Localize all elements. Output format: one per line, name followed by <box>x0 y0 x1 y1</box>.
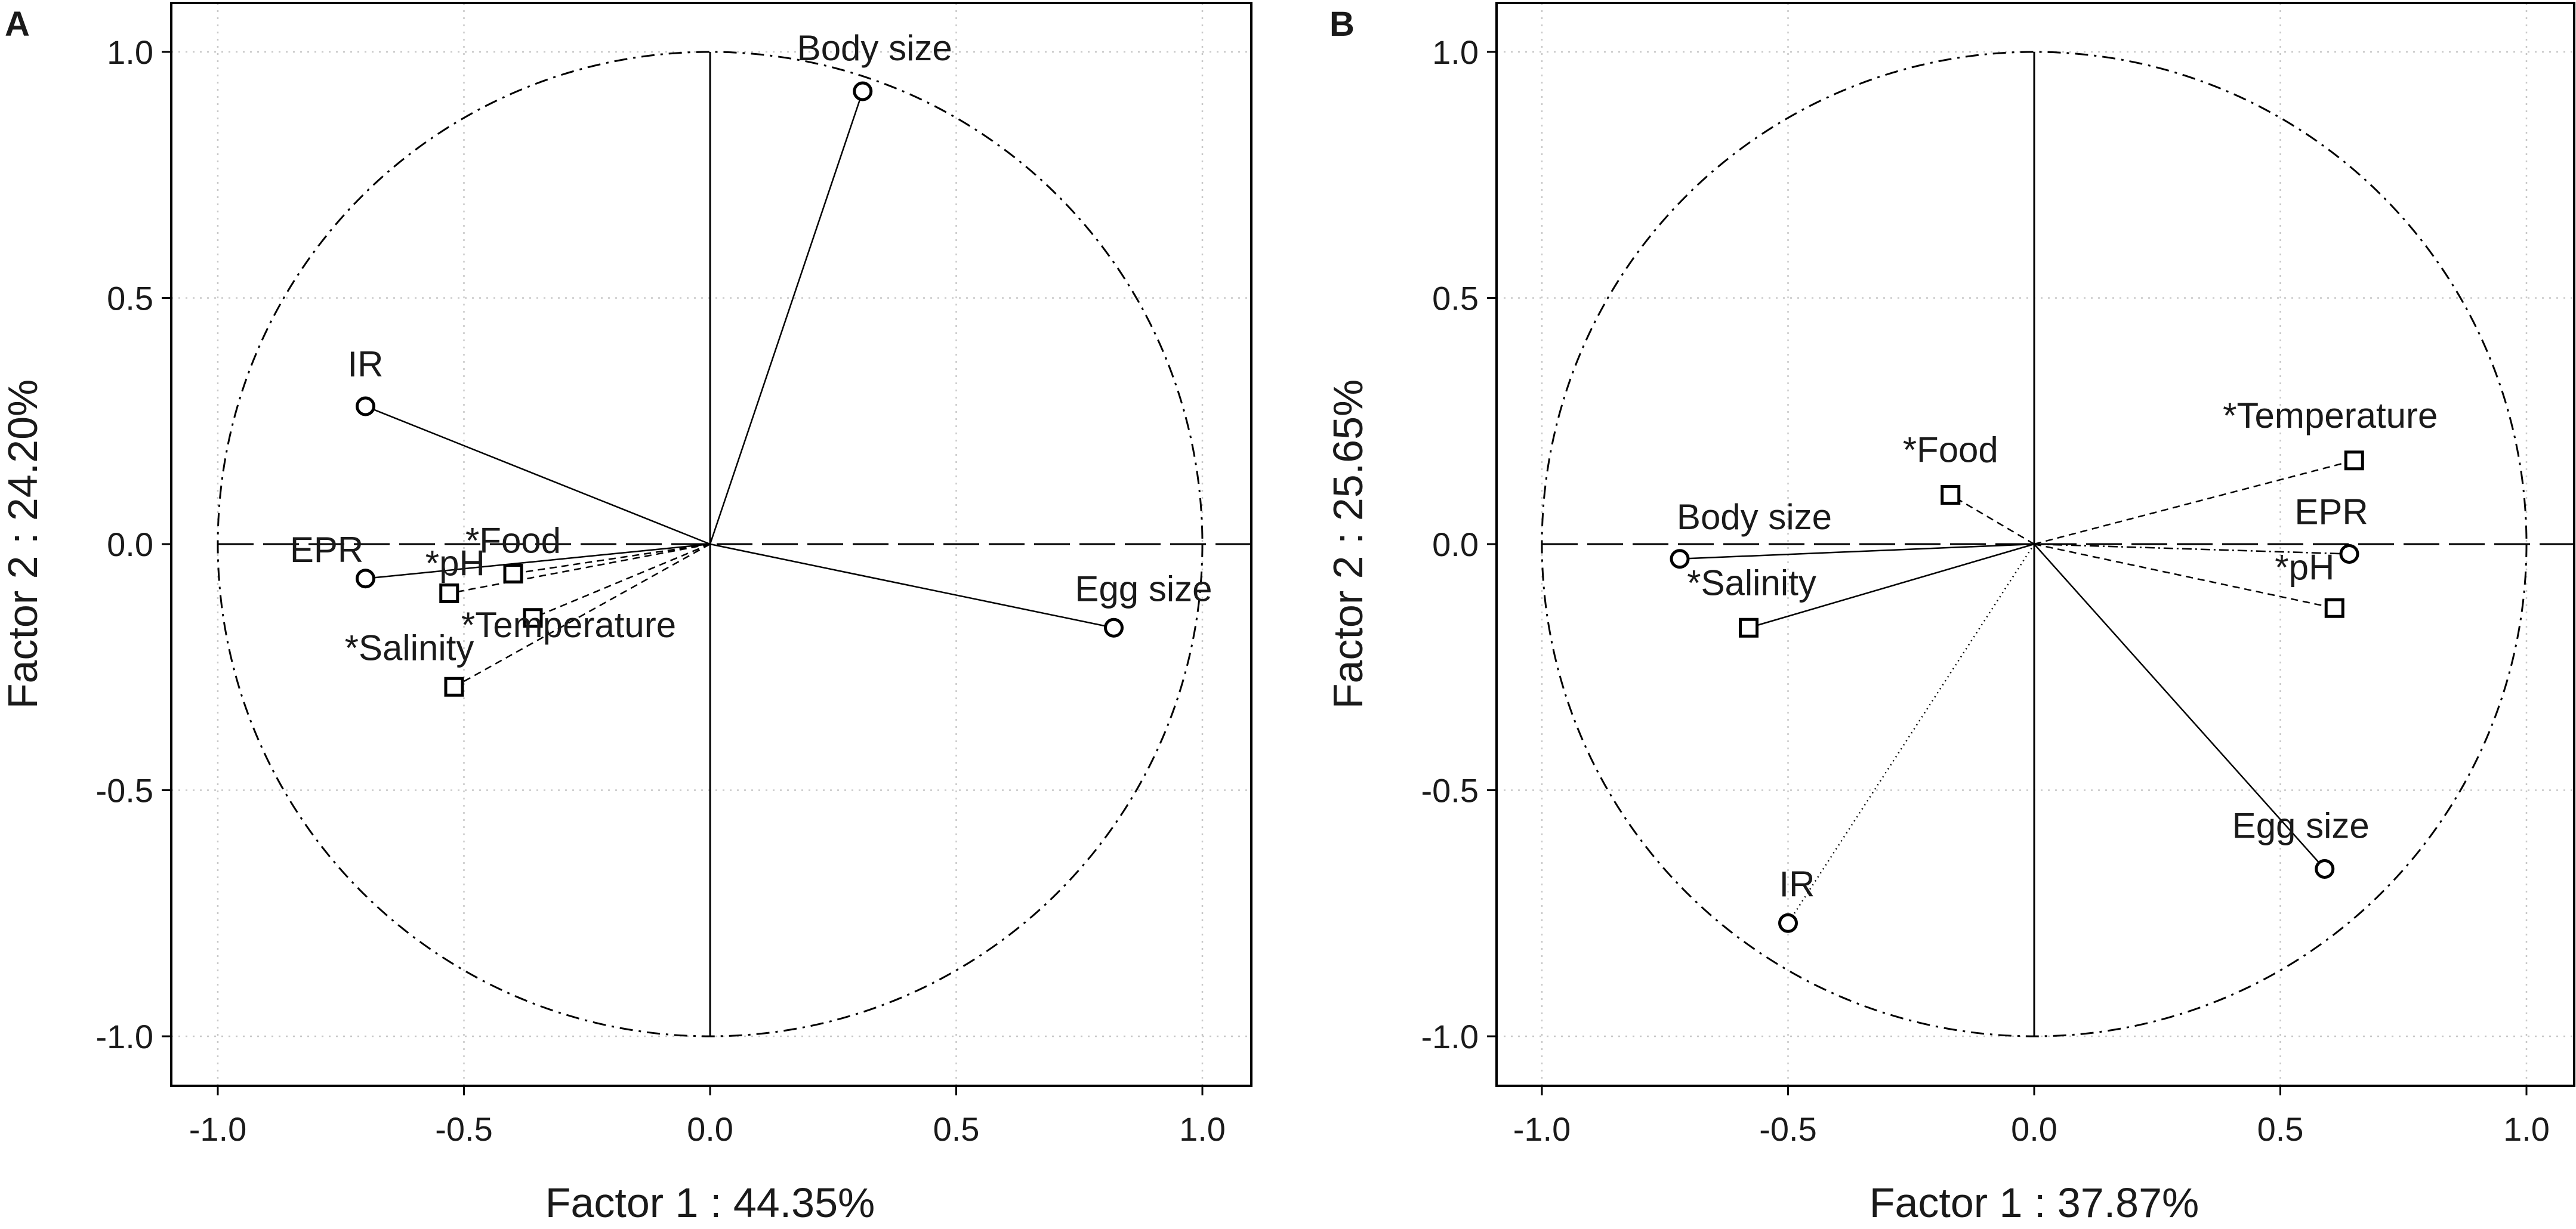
panel-b-y-tick-label: 0.0 <box>1432 526 1479 563</box>
panel-b-marker-epr <box>2339 544 2359 564</box>
panel-a-label-ph: *pH <box>425 544 485 583</box>
panel-a-vector-ir <box>365 405 711 545</box>
panel-b-letter: B <box>1329 5 1355 44</box>
panel-b-x-tick-label: 1.0 <box>2503 1110 2550 1148</box>
panel-a-label-epr: EPR <box>290 530 363 570</box>
panel-b-vector-temperature <box>2034 459 2355 545</box>
panel-b-vector-ph <box>2034 543 2335 609</box>
panel-a-marker-epr <box>356 569 375 589</box>
panel-b-x-tick-label: -0.5 <box>1759 1110 1817 1148</box>
panel-a-label-ir: IR <box>348 344 384 384</box>
panel-b-y-tick-label: -1.0 <box>1421 1018 1479 1055</box>
panel-a-vector-body-size <box>709 91 863 545</box>
panel-b-vector-egg-size <box>2034 544 2325 870</box>
panel-b-label-body-size: Body size <box>1677 497 1832 537</box>
panel-b-vector-body-size <box>1679 543 2035 560</box>
panel-b-marker-body-size <box>1670 549 1690 569</box>
panel-b-label-epr: EPR <box>2294 492 2368 532</box>
panel-a-letter: A <box>5 5 30 44</box>
panel-a-vector-epr <box>365 543 711 579</box>
panel-b-marker-temperature <box>2344 450 2364 471</box>
panel-a-marker-ph <box>439 583 459 603</box>
panel-a-y-axis-title: Factor 2 : 24.20% <box>0 379 46 709</box>
panel-a-marker-temperature <box>523 608 543 628</box>
panel-b-label-temperature: *Temperature <box>2223 396 2438 436</box>
panel-a-y-tick-label: -1.0 <box>96 1018 154 1055</box>
panel-a-marker-salinity <box>444 677 464 697</box>
panel-a-marker-egg-size <box>1104 617 1124 638</box>
panel-a-y-tick-label: 1.0 <box>107 33 153 71</box>
panel-a-y-tick-label: -0.5 <box>96 772 154 810</box>
panel-b-marker-ph <box>2324 598 2344 618</box>
panel-a-vector-ph <box>449 543 711 594</box>
panel-b-label-ir: IR <box>1779 864 1815 904</box>
panel-a-y-tick-label: 0.5 <box>107 280 153 317</box>
panel-a-marker-ir <box>356 396 375 416</box>
panel-b-label-salinity: *Salinity <box>1687 563 1816 603</box>
panel-b-marker-ir <box>1778 913 1798 933</box>
panel-b-y-axis-title: Factor 2 : 25.65% <box>1325 379 1371 709</box>
panel-a-y-tick-label: 0.0 <box>107 526 153 563</box>
panel-a-vector-salinity <box>454 543 711 688</box>
panel-b-x-tick-label: 0.5 <box>2257 1110 2304 1148</box>
panel-b-y-tick-label: -0.5 <box>1421 772 1479 810</box>
panel-b-vector-ir <box>1787 544 2035 924</box>
panel-b-marker-egg-size <box>2315 859 2335 879</box>
panel-b-x-tick-label: -1.0 <box>1513 1110 1571 1148</box>
panel-a-label-egg-size: Egg size <box>1075 569 1212 609</box>
panel-b-label-egg-size: Egg size <box>2232 806 2370 846</box>
panel-b-x-tick-label: 0.0 <box>2011 1110 2057 1148</box>
panel-a-x-tick-label: -0.5 <box>435 1110 493 1148</box>
panel-a-marker-body-size <box>853 81 873 101</box>
panel-b-vector-epr <box>2034 543 2350 555</box>
panel-a-vector-egg-size <box>709 543 1114 629</box>
panel-a-label-food: *Food <box>465 521 561 561</box>
panel-a-label-salinity: *Salinity <box>345 628 474 668</box>
panel-a-vector-food <box>513 543 711 575</box>
panel-a-label-body-size: Body size <box>797 28 952 68</box>
panel-b-label-ph: *pH <box>2275 547 2334 587</box>
panel-a-x-tick-label: 1.0 <box>1179 1110 1226 1148</box>
panel-b-y-tick-label: 1.0 <box>1432 33 1479 71</box>
panel-a-x-tick-label: -1.0 <box>189 1110 247 1148</box>
panel-b-label-food: *Food <box>1903 430 1998 470</box>
panel-b-vector-food <box>1950 494 2035 545</box>
panel-b: B *Temperature *Food Body size EPR *pH *Salin… <box>1325 2 2575 1226</box>
panel-b-y-tick-label: 0.5 <box>1432 280 1479 317</box>
panel-a-vector-temperature <box>532 543 711 619</box>
panel-a-x-tick-label: 0.5 <box>933 1110 980 1148</box>
panel-b-x-axis-title: Factor 1 : 37.87% <box>1869 1179 2199 1226</box>
panel-a-x-axis-title: Factor 1 : 44.35% <box>545 1179 875 1226</box>
panel-a-x-tick-label: 0.0 <box>687 1110 733 1148</box>
panel-a-label-temperature: *Temperature <box>461 605 676 645</box>
panel-b-marker-salinity <box>1739 617 1759 638</box>
panel-b-vector-salinity <box>1748 543 2035 629</box>
panel-a-marker-food <box>503 564 523 583</box>
panel-b-marker-food <box>1941 485 1961 505</box>
panel-a: A Body size IR Egg size EPR *Food*pH *Tempera… <box>0 2 1252 1226</box>
